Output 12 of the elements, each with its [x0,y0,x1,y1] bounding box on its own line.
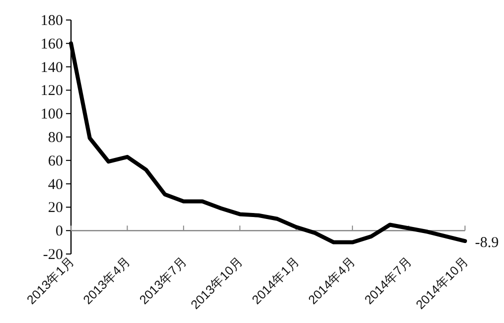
data-label: -8.9 [475,235,499,252]
y-tick-label: 0 [56,224,63,240]
y-tick-label: 20 [48,200,63,216]
y-tick-label: 80 [48,130,63,146]
y-tick-label: 40 [48,176,63,193]
y-tick-label: 160 [40,36,63,52]
y-tick-label: 140 [40,60,63,76]
y-tick-label: 100 [40,106,63,123]
y-tick-label: 120 [40,83,63,100]
y-tick-label: 60 [48,153,63,170]
y-tick-label: -20 [43,247,63,263]
y-tick-label: 180 [40,13,63,29]
